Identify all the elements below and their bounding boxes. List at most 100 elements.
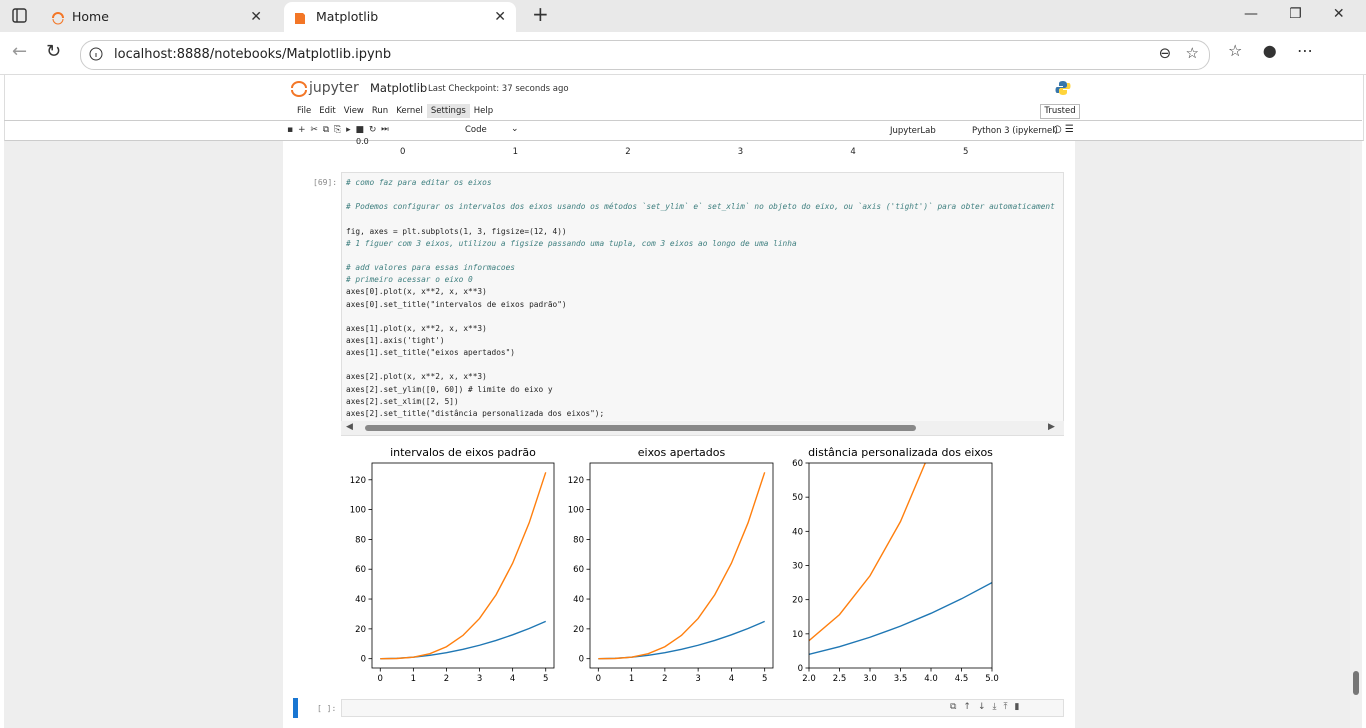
y-tick-label: 60 <box>355 565 366 575</box>
menu-item[interactable]: Run <box>371 106 389 116</box>
new-tab[interactable]: + <box>532 2 549 26</box>
x-tick-label: 3 <box>477 674 482 684</box>
prev-y-tick: 0.0 <box>356 137 369 146</box>
y-tick-label: 80 <box>355 535 366 545</box>
code-comment: # como faz para editar os eixos <box>346 178 492 187</box>
v-scroll-thumb[interactable] <box>1353 671 1359 695</box>
menu-item[interactable]: Edit <box>319 106 336 116</box>
active-cell-marker <box>293 698 298 718</box>
checkpoint: Last Checkpoint: 37 seconds ago <box>428 84 569 94</box>
x-tick-label: 4.5 <box>955 674 969 684</box>
y-tick-label: 20 <box>792 596 803 606</box>
x-tick-label: 5.0 <box>985 674 999 684</box>
x-tick-label: 3.0 <box>863 674 877 684</box>
tab-close[interactable]: ✕ <box>250 9 262 25</box>
window-controls[interactable]: — ❐ ✕ <box>1244 6 1345 22</box>
kernel-status: ○ ☰ <box>1053 124 1074 135</box>
h-scrollbar[interactable]: ◀ ▶ <box>341 421 1064 435</box>
y-tick-label: 40 <box>792 527 803 537</box>
y-tick-label: 30 <box>792 562 803 572</box>
series-line <box>598 472 766 660</box>
menu-item[interactable]: Settings <box>426 104 470 118</box>
y-tick-label: 20 <box>355 625 366 635</box>
tab-title: Home <box>72 9 109 24</box>
code-line: axes[0].set_title("intervalos de eixos p… <box>346 299 567 309</box>
menu-bar: File Edit View Run Kernel Settings Help <box>293 104 497 118</box>
y-tick-label: 100 <box>350 506 366 516</box>
empty-cell-editor[interactable]: ⧉↑↓⤓⤒▮ <box>341 699 1064 717</box>
y-tick-label: 50 <box>792 493 803 503</box>
code-line: fig, axes = plt.subplots(1, 3, figsize=(… <box>346 226 567 236</box>
y-tick-label: 60 <box>792 459 803 469</box>
notebook-name[interactable]: Matplotlib <box>370 81 428 95</box>
prev-x-tick: 3 <box>737 147 744 157</box>
y-tick-label: 0 <box>798 664 803 674</box>
prev-x-tick: 1 <box>512 147 519 157</box>
y-tick-label: 40 <box>573 595 584 605</box>
tab-active[interactable]: Matplotlib ✕ <box>284 2 516 32</box>
x-tick-label: 2.5 <box>833 674 847 684</box>
cell-type-caret[interactable]: ⌄ <box>511 124 519 134</box>
trusted[interactable]: Trusted <box>1040 104 1080 119</box>
code-comment: # Podemos configurar os intervalos dos e… <box>346 202 1055 212</box>
menu-item[interactable]: Kernel <box>396 106 423 116</box>
series-line <box>598 620 765 660</box>
x-tick-label: 0 <box>378 674 383 684</box>
y-tick-label: 0 <box>579 655 584 665</box>
prev-x-tick: 2 <box>625 147 631 157</box>
site-info[interactable] <box>89 47 103 61</box>
cell-prompt: [69]: <box>313 178 338 187</box>
tab-close[interactable]: ✕ <box>494 9 506 25</box>
jupyter-logo[interactable]: jupyter <box>290 79 380 99</box>
kernel-name[interactable]: Python 3 (ipykernel) <box>972 126 1058 136</box>
axes-frame <box>808 462 993 669</box>
toolbar-icons[interactable]: ▪ + ✂ ⧉ ⎘ ▸ ■ ↻ ⏭ <box>287 125 390 135</box>
browser-actions[interactable]: ☆ ● ⋯ <box>1228 41 1313 60</box>
series-line <box>380 620 547 660</box>
y-tick-label: 60 <box>573 565 584 575</box>
y-tick-label: 80 <box>573 535 584 545</box>
y-tick-label: 20 <box>573 625 584 635</box>
notebook-header <box>4 75 1364 141</box>
y-tick-label: 120 <box>568 476 584 486</box>
url-bar[interactable]: localhost:8888/notebooks/Matplotlib.ipyn… <box>80 40 1210 70</box>
code-line: axes[1].set_title("eixos apertados") <box>346 348 515 358</box>
cell-actions[interactable]: ⧉↑↓⤓⤒▮ <box>950 702 1027 712</box>
scroll-right[interactable]: ▶ <box>1048 422 1055 432</box>
url-actions[interactable]: ⊖ ☆ <box>1158 44 1199 62</box>
x-tick-label: 2 <box>444 674 449 684</box>
cell-type[interactable]: Code <box>465 125 487 135</box>
series-line <box>380 472 547 660</box>
x-tick-label: 3.5 <box>894 674 908 684</box>
tab-actions[interactable] <box>12 8 28 24</box>
v-scrollbar[interactable] <box>1350 141 1362 728</box>
menu-item[interactable]: File <box>297 106 312 116</box>
y-tick-label: 0 <box>361 655 366 665</box>
code-line: axes[2].set_ylim([0, 60]) # limite do ei… <box>346 384 553 394</box>
x-tick-label: 5 <box>543 674 548 684</box>
empty-cell-prompt: [ ]: <box>317 704 337 713</box>
tab-icon <box>52 12 64 25</box>
series-line <box>809 463 926 642</box>
jupyterlab-link[interactable]: JupyterLab <box>890 126 936 136</box>
back[interactable]: ← <box>12 41 28 62</box>
axes: intervalos de eixos padrão 0 1 2 3 4 5 0 20 40 60 8… <box>350 446 555 684</box>
code-comment: # add valores para essas informacoes <box>346 263 515 273</box>
divider <box>4 120 1362 121</box>
code-line: axes[1].axis('tight') <box>346 335 445 345</box>
scroll-left[interactable]: ◀ <box>346 422 353 432</box>
y-tick-label: 10 <box>792 630 803 640</box>
code-comment: # primeiro acessar o eixo 0 <box>346 275 473 285</box>
url: localhost:8888/notebooks/Matplotlib.ipyn… <box>114 47 392 62</box>
h-scroll-thumb[interactable] <box>365 425 916 431</box>
x-tick-label: 2 <box>662 674 667 684</box>
reload[interactable]: ↻ <box>46 41 62 62</box>
menu-item[interactable]: View <box>343 106 364 116</box>
logo-text: jupyter <box>308 80 359 96</box>
python-logo <box>1055 81 1071 95</box>
menu-item[interactable]: Help <box>473 106 494 116</box>
series-line <box>809 581 992 656</box>
x-tick-label: 4 <box>510 674 515 684</box>
tab[interactable]: Home ✕ <box>40 2 272 32</box>
code-editor[interactable]: # como faz para editar os eixos # Podemos… <box>341 172 1064 436</box>
